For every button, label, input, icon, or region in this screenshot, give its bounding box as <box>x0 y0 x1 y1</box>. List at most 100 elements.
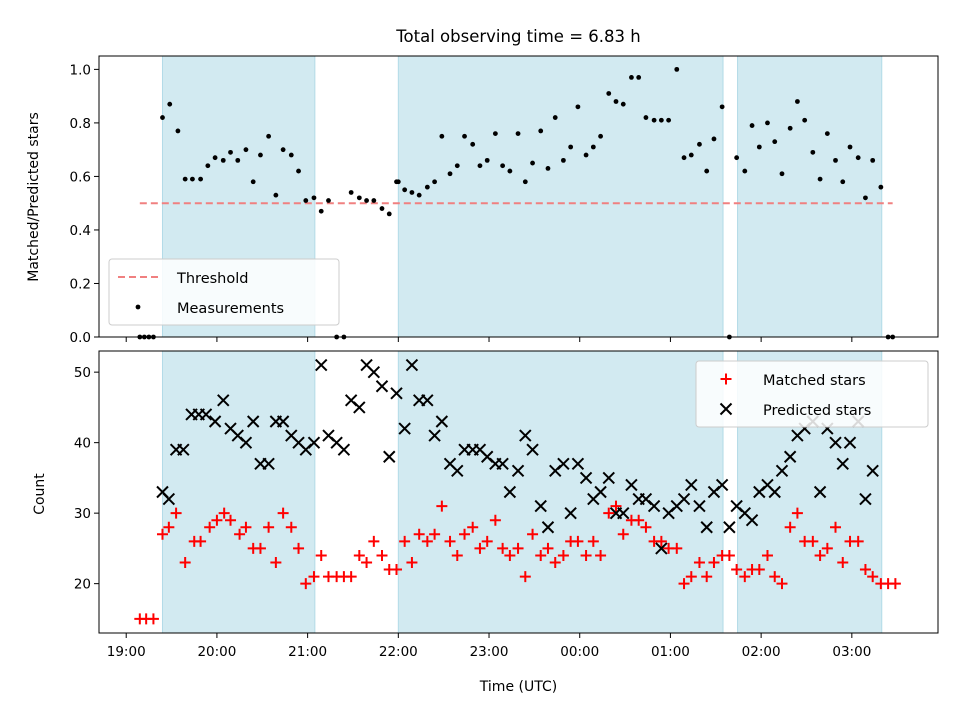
predicted-stars-point <box>511 464 525 478</box>
matched-stars-point <box>147 613 159 625</box>
measurements-point <box>273 192 279 198</box>
matched-stars-point <box>739 571 751 583</box>
top-y-axis-label: Matched/Predicted stars <box>26 112 42 282</box>
measurements-point <box>198 176 203 182</box>
bottom-y-axis-label: Count <box>32 473 48 515</box>
matched-stars-point <box>481 535 493 547</box>
predicted-stars-point <box>239 436 253 449</box>
measurements-point <box>779 171 785 177</box>
matched-stars-point <box>519 571 531 583</box>
matched-stars-point <box>444 535 456 547</box>
legend-measurements-swatch <box>135 304 141 310</box>
x-tick-label: 01:00 <box>651 644 690 660</box>
matched-stars-point <box>821 542 833 554</box>
matched-stars-point <box>234 528 246 540</box>
measurements-point <box>492 131 498 137</box>
measurements-point <box>538 128 544 134</box>
predicted-stars-point <box>375 380 389 393</box>
measurements-point <box>439 133 445 139</box>
measurements-point <box>688 152 694 158</box>
matched-stars-point <box>769 571 781 583</box>
legend-box <box>695 360 929 428</box>
predicted-stars-point <box>745 513 759 527</box>
matched-stars-point <box>512 542 524 554</box>
measurements-point <box>424 184 430 190</box>
measurements-point <box>802 117 808 123</box>
measurements-point <box>606 91 612 96</box>
predicted-stars-point <box>617 506 630 520</box>
matched-stars-point <box>474 542 486 554</box>
matched-stars-point <box>723 549 735 561</box>
measurements-point <box>402 187 408 193</box>
matched-stars-point <box>300 578 312 590</box>
x-tick-label: 02:00 <box>742 644 781 660</box>
matched-stars-point <box>225 514 237 526</box>
y-tick-label: 1.0 <box>70 62 91 78</box>
matched-stars-point <box>640 521 652 533</box>
measurements-point <box>719 104 725 110</box>
matched-stars-point <box>504 549 516 561</box>
measurements-point <box>462 133 467 139</box>
measurements-point <box>484 157 490 163</box>
measurements-point <box>160 115 165 120</box>
predicted-stars-point <box>775 464 789 478</box>
predicted-stars-point <box>579 471 593 485</box>
predicted-stars-point <box>625 478 638 492</box>
measurements-point <box>311 195 317 201</box>
matched-stars-point <box>807 535 819 547</box>
measurements-point <box>870 157 876 163</box>
y-tick-label: 0.6 <box>70 169 91 185</box>
legend-box <box>108 258 340 326</box>
matched-stars-point <box>436 500 448 512</box>
predicted-stars-point <box>829 436 842 449</box>
measurements-point <box>280 147 286 153</box>
predicted-stars-point <box>526 443 539 456</box>
matched-stars-point <box>353 549 365 561</box>
predicted-stars-point <box>337 443 351 456</box>
predicted-stars-point <box>843 436 857 449</box>
measurements-point <box>250 179 256 185</box>
measurements-point <box>348 190 354 195</box>
measurements-point <box>629 75 634 80</box>
x-tick-label: 21:00 <box>288 644 327 660</box>
predicted-stars-point <box>398 422 411 435</box>
measurements-point <box>824 131 830 137</box>
matched-stars-point <box>156 528 168 540</box>
measurements-point <box>590 144 596 150</box>
matched-stars-point <box>345 571 357 583</box>
matched-stars-point <box>179 557 191 568</box>
measurements-point <box>583 152 589 158</box>
matched-stars-point <box>421 535 433 547</box>
matched-stars-point <box>753 564 765 576</box>
matched-stars-point <box>587 535 599 547</box>
measurements-point <box>500 163 506 169</box>
predicted-stars-point <box>390 387 403 400</box>
predicted-stars-point <box>715 478 729 492</box>
measurements-point <box>175 128 181 134</box>
measurements-point <box>416 192 422 198</box>
x-tick-label: 00:00 <box>560 644 599 660</box>
measurements-point <box>742 168 748 174</box>
predicted-stars-point <box>564 506 577 520</box>
x-axis-label: Time (UTC) <box>479 679 557 695</box>
matched-stars-point <box>671 542 683 554</box>
predicted-stars-point <box>519 429 532 442</box>
measurements-point <box>454 163 460 169</box>
predicted-stars-point <box>541 521 555 534</box>
predicted-stars-point <box>647 499 661 513</box>
measurements-point <box>734 155 740 161</box>
predicted-stars-point <box>405 358 419 372</box>
measurements-point <box>364 198 369 203</box>
measurements-point <box>258 152 263 158</box>
matched-stars-point <box>170 507 182 519</box>
predicted-stars-point <box>866 464 879 478</box>
measurements-point <box>855 155 861 161</box>
matched-stars-point <box>731 564 743 576</box>
predicted-stars-point <box>217 394 230 407</box>
matched-stars-point <box>859 564 871 576</box>
measurements-point <box>560 157 566 163</box>
measurements-point <box>552 115 558 120</box>
legend-label: Matched stars <box>763 373 866 389</box>
matched-stars-point <box>557 549 569 561</box>
y-tick-label: 0.0 <box>70 330 91 346</box>
